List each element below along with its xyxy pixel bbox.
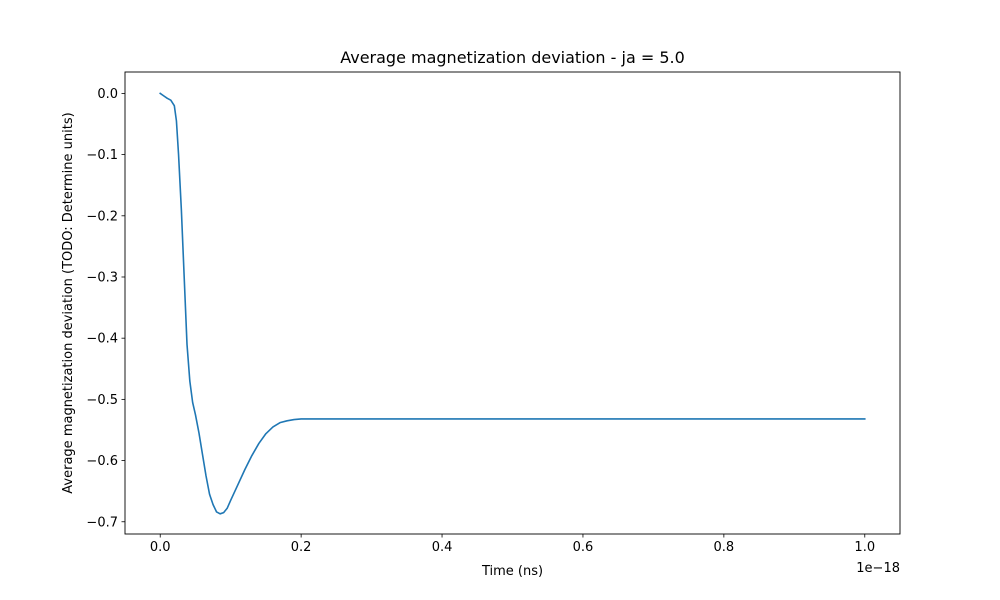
axes-frame (124, 71, 901, 535)
y-axis-ticks: 0.0 −0.1 −0.2 −0.3 −0.4 −0.5 −0.6 −0.7 (86, 87, 125, 530)
x-axis-ticks: 0.0 0.2 0.4 0.6 0.8 1.0 (150, 534, 875, 555)
y-axis-label: Average magnetization deviation (TODO: D… (61, 112, 76, 493)
y-tick-label: −0.5 (86, 393, 118, 408)
y-tick-label: −0.2 (86, 209, 118, 224)
plot-area (124, 71, 901, 535)
y-tick-label: −0.6 (86, 454, 118, 469)
chart-title: Average magnetization deviation - ja = 5… (340, 48, 685, 67)
x-tick-label: 0.2 (291, 540, 312, 555)
x-tick-label: 1.0 (854, 540, 875, 555)
x-axis-offset-label: 1e−18 (856, 561, 900, 576)
x-tick-label: 0.0 (150, 540, 171, 555)
y-tick-label: −0.1 (86, 148, 118, 163)
x-axis-label: Time (ns) (481, 564, 543, 579)
x-tick-label: 0.8 (714, 540, 735, 555)
y-tick-label: −0.4 (86, 332, 118, 347)
series-line (159, 92, 866, 515)
x-tick-label: 0.6 (573, 540, 594, 555)
x-tick-label: 0.4 (432, 540, 453, 555)
y-tick-label: −0.7 (86, 515, 118, 530)
y-tick-label: 0.0 (97, 87, 118, 102)
y-tick-label: −0.3 (86, 270, 118, 285)
